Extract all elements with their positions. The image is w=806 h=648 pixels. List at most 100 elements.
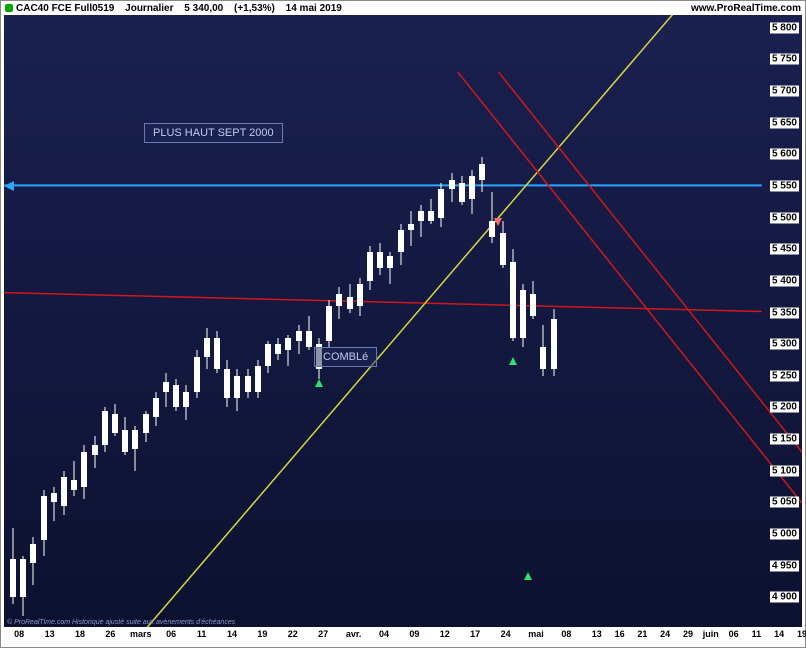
x-tick-label: 09 [409, 629, 419, 639]
chart-area[interactable]: © ProRealTime.com Historique ajusté suit… [4, 15, 802, 627]
x-tick-label: 11 [197, 629, 207, 639]
candle [102, 407, 108, 451]
candle [459, 176, 465, 204]
candle [336, 287, 342, 319]
candle [92, 436, 98, 468]
candle [275, 338, 281, 360]
candle [285, 335, 291, 367]
candle [449, 173, 455, 201]
candle [245, 369, 251, 397]
annot-plus-haut: PLUS HAUT SEPT 2000 [144, 123, 283, 143]
x-tick-label: 08 [14, 629, 24, 639]
x-tick-label: 08 [561, 629, 571, 639]
x-tick-label: 13 [45, 629, 55, 639]
candle [347, 284, 353, 312]
candle [296, 325, 302, 353]
candle [81, 445, 87, 499]
x-tick-label: 18 [75, 629, 85, 639]
candle [163, 373, 169, 408]
y-tick-label: 5 050 [770, 497, 799, 508]
candle [41, 490, 47, 556]
x-tick-label: 14 [227, 629, 237, 639]
y-tick-label: 5 100 [770, 465, 799, 476]
y-tick-label: 5 500 [770, 212, 799, 223]
candle [255, 360, 261, 398]
arrow-up-icon [315, 379, 323, 387]
candle [61, 471, 67, 515]
x-tick-label: 19 [797, 629, 806, 639]
y-tick-label: 5 200 [770, 402, 799, 413]
candle [194, 350, 200, 397]
y-tick-label: 5 450 [770, 244, 799, 255]
y-tick-label: 5 800 [770, 22, 799, 33]
y-tick-label: 5 400 [770, 275, 799, 286]
candle [438, 183, 444, 227]
candle [479, 157, 485, 192]
candle [183, 385, 189, 420]
candle [398, 224, 404, 265]
candle [30, 537, 36, 584]
date: 14 mai 2019 [286, 3, 342, 14]
candle [540, 325, 546, 376]
arrow-up-icon [509, 357, 517, 365]
x-tick-label: 06 [729, 629, 739, 639]
candle [51, 487, 57, 522]
x-tick-label: 16 [615, 629, 625, 639]
x-tick-label: 29 [683, 629, 693, 639]
x-tick-label: avr. [346, 629, 362, 639]
y-tick-label: 4 900 [770, 592, 799, 603]
candle [10, 528, 16, 604]
x-tick-label: 22 [288, 629, 298, 639]
x-tick-label: 24 [660, 629, 670, 639]
candle [500, 221, 506, 268]
candle [428, 199, 434, 224]
candle [224, 360, 230, 407]
candle [530, 281, 536, 319]
annot-comble: COMBLé [314, 347, 377, 367]
y-tick-label: 5 250 [770, 370, 799, 381]
x-tick-label: 06 [166, 629, 176, 639]
x-tick-label: 04 [379, 629, 389, 639]
arrow-left-icon [4, 181, 14, 191]
candle [387, 252, 393, 284]
candle [520, 284, 526, 347]
x-tick-label: 21 [637, 629, 647, 639]
candle [234, 369, 240, 410]
candle [122, 417, 128, 455]
x-tick-label: 12 [440, 629, 450, 639]
arrow-up-icon [524, 572, 532, 580]
y-tick-label: 5 600 [770, 149, 799, 160]
candle [377, 243, 383, 275]
header-bar: CAC40 FCE Full0519 Journalier 5 340,00 (… [1, 1, 805, 15]
candle [265, 341, 271, 373]
y-tick-label: 5 300 [770, 339, 799, 350]
candle [551, 309, 557, 375]
chart-window: CAC40 FCE Full0519 Journalier 5 340,00 (… [0, 0, 806, 648]
y-tick-label: 4 950 [770, 560, 799, 571]
x-tick-label: mars [130, 629, 152, 639]
y-tick-label: 5 700 [770, 85, 799, 96]
x-tick-label: 17 [470, 629, 480, 639]
y-tick-label: 5 350 [770, 307, 799, 318]
x-tick-label: 24 [501, 629, 511, 639]
candle [132, 426, 138, 470]
candle [204, 328, 210, 369]
status-icon [5, 4, 13, 12]
candle [408, 211, 414, 246]
candle [326, 300, 332, 347]
x-tick-label: 26 [105, 629, 115, 639]
candle [367, 246, 373, 290]
x-tick-label: 13 [592, 629, 602, 639]
change: (+1,53%) [234, 3, 275, 14]
y-tick-label: 5 150 [770, 434, 799, 445]
candle [469, 170, 475, 214]
x-tick-label: juin [703, 629, 719, 639]
x-tick-label: 27 [318, 629, 328, 639]
x-tick-label: 19 [257, 629, 267, 639]
site-label: www.ProRealTime.com [691, 3, 801, 14]
candle [418, 205, 424, 237]
y-tick-label: 5 750 [770, 54, 799, 65]
x-tick-label: 14 [774, 629, 784, 639]
x-axis: 08131826mars061114192227avr.0409121724ma… [4, 629, 763, 643]
candle [357, 278, 363, 316]
